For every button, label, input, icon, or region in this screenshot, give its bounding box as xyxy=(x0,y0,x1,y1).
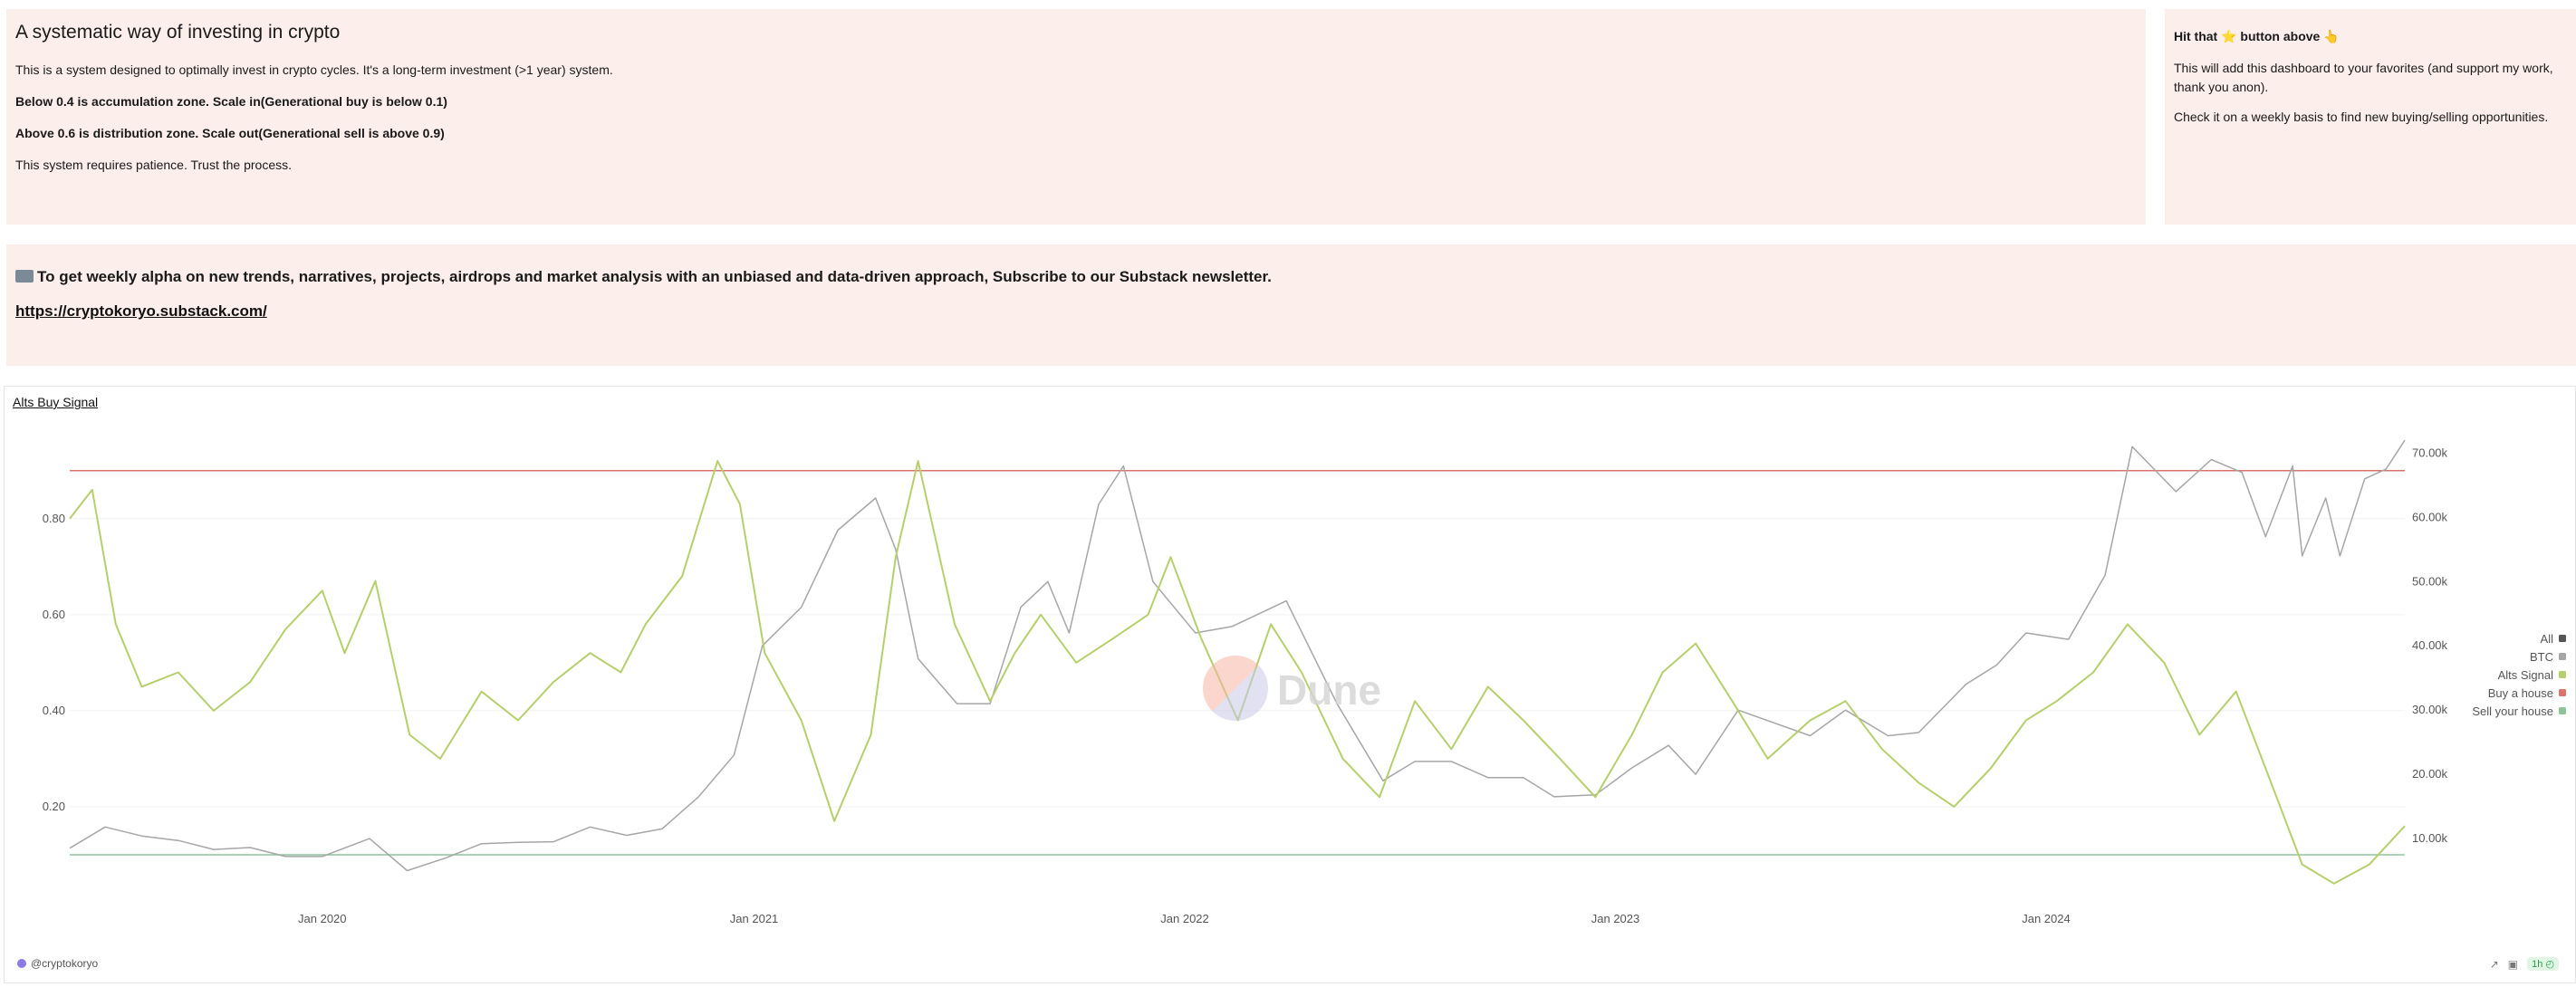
chart-tools: ↗ ▣ 1h ◴ xyxy=(2490,957,2559,971)
intro-line-2: Below 0.4 is accumulation zone. Scale in… xyxy=(15,94,447,109)
chart-title[interactable]: Alts Buy Signal xyxy=(13,395,99,409)
x-tick-label: Jan 2021 xyxy=(730,912,779,925)
legend-swatch xyxy=(2559,707,2566,714)
refresh-interval: 1h xyxy=(2532,959,2543,970)
legend-label: Buy a house xyxy=(2488,686,2553,700)
hint-title: Hit that ⭐ button above 👆 xyxy=(2174,29,2567,44)
hint-panel: Hit that ⭐ button above 👆 This will add … xyxy=(2165,9,2576,225)
chart-svg: 0.20 0.40 0.60 0.80 10.00k 20.00k 30.00k 40.00k… xyxy=(43,439,2566,925)
x-tick-label: Jan 2022 xyxy=(1160,912,1209,925)
x-tick-label: Jan 2024 xyxy=(2022,912,2071,925)
chart-author[interactable]: @cryptokoryo xyxy=(17,957,98,970)
intro-line-3: Above 0.6 is distribution zone. Scale ou… xyxy=(15,126,445,140)
newsletter-text: To get weekly alpha on new trends, narra… xyxy=(37,268,1272,285)
y-left-tick-label: 0.60 xyxy=(43,608,65,621)
intro-title: A systematic way of investing in crypto xyxy=(15,22,341,43)
star-icon: ⭐ xyxy=(2221,29,2237,43)
intro-line-1: This is a system designed to optimally i… xyxy=(15,62,613,77)
grid-layer xyxy=(70,518,2405,808)
y-left-tick-label: 0.40 xyxy=(43,704,65,717)
legend-label: Sell your house xyxy=(2472,704,2553,718)
hint-title-pre: Hit that xyxy=(2174,29,2222,43)
legend-label: BTC xyxy=(2530,650,2553,664)
y-left-tick-label: 0.20 xyxy=(43,800,65,813)
legend-label: All xyxy=(2541,632,2554,646)
legend-swatch xyxy=(2559,653,2566,660)
dune-logo xyxy=(1203,656,1268,721)
hint-title-post: button above 👆 xyxy=(2236,29,2340,43)
intro-line-4: This system requires patience. Trust the… xyxy=(15,158,293,172)
legend-layer: All BTC Alts Signal Buy a house Sell your ho… xyxy=(2472,632,2566,718)
x-tick-label: Jan 2023 xyxy=(1591,912,1640,925)
refresh-badge[interactable]: 1h ◴ xyxy=(2527,957,2559,971)
legend-swatch xyxy=(2559,671,2566,678)
x-tick-label: Jan 2020 xyxy=(298,912,347,925)
link-icon[interactable]: ↗ xyxy=(2489,957,2499,971)
series-layer xyxy=(69,439,2406,885)
legend-swatch xyxy=(2559,689,2566,696)
y-right-tick-label: 30.00k xyxy=(2412,703,2448,716)
legend-swatch xyxy=(2559,635,2566,642)
author-avatar xyxy=(17,959,26,968)
axis-layer: 0.20 0.40 0.60 0.80 10.00k 20.00k 30.00k 40.00k… xyxy=(43,446,2448,925)
chart-card: 0.20 0.40 0.60 0.80 10.00k 20.00k 30.00k 40.00k… xyxy=(4,386,2576,983)
intro-panel: A systematic way of investing in crypto … xyxy=(6,9,2146,225)
camera-icon[interactable]: ▣ xyxy=(2507,957,2519,971)
newsletter-panel: To get weekly alpha on new trends, narra… xyxy=(6,244,2576,366)
y-right-tick-label: 70.00k xyxy=(2412,446,2448,459)
newspaper-icon xyxy=(15,270,34,283)
newsletter-text-row: To get weekly alpha on new trends, narra… xyxy=(15,268,2567,286)
y-left-tick-label: 0.80 xyxy=(43,512,65,525)
y-right-tick-label: 50.00k xyxy=(2412,574,2448,588)
dune-watermark: Dune xyxy=(1277,666,1381,714)
hint-line-1: This will add this dashboard to your fav… xyxy=(2174,61,2553,94)
newsletter-link[interactable]: https://cryptokoryo.substack.com/ xyxy=(15,302,267,320)
series-line-alts-signal xyxy=(69,460,2406,885)
y-right-tick-label: 20.00k xyxy=(2412,767,2448,781)
legend-label: Alts Signal xyxy=(2498,668,2554,682)
series-line-btc xyxy=(69,439,2406,872)
author-name: @cryptokoryo xyxy=(31,957,99,970)
y-right-tick-label: 10.00k xyxy=(2412,831,2448,845)
y-right-tick-label: 40.00k xyxy=(2412,638,2448,652)
y-right-tick-label: 60.00k xyxy=(2412,510,2448,523)
hint-line-2: Check it on a weekly basis to find new b… xyxy=(2174,110,2549,124)
